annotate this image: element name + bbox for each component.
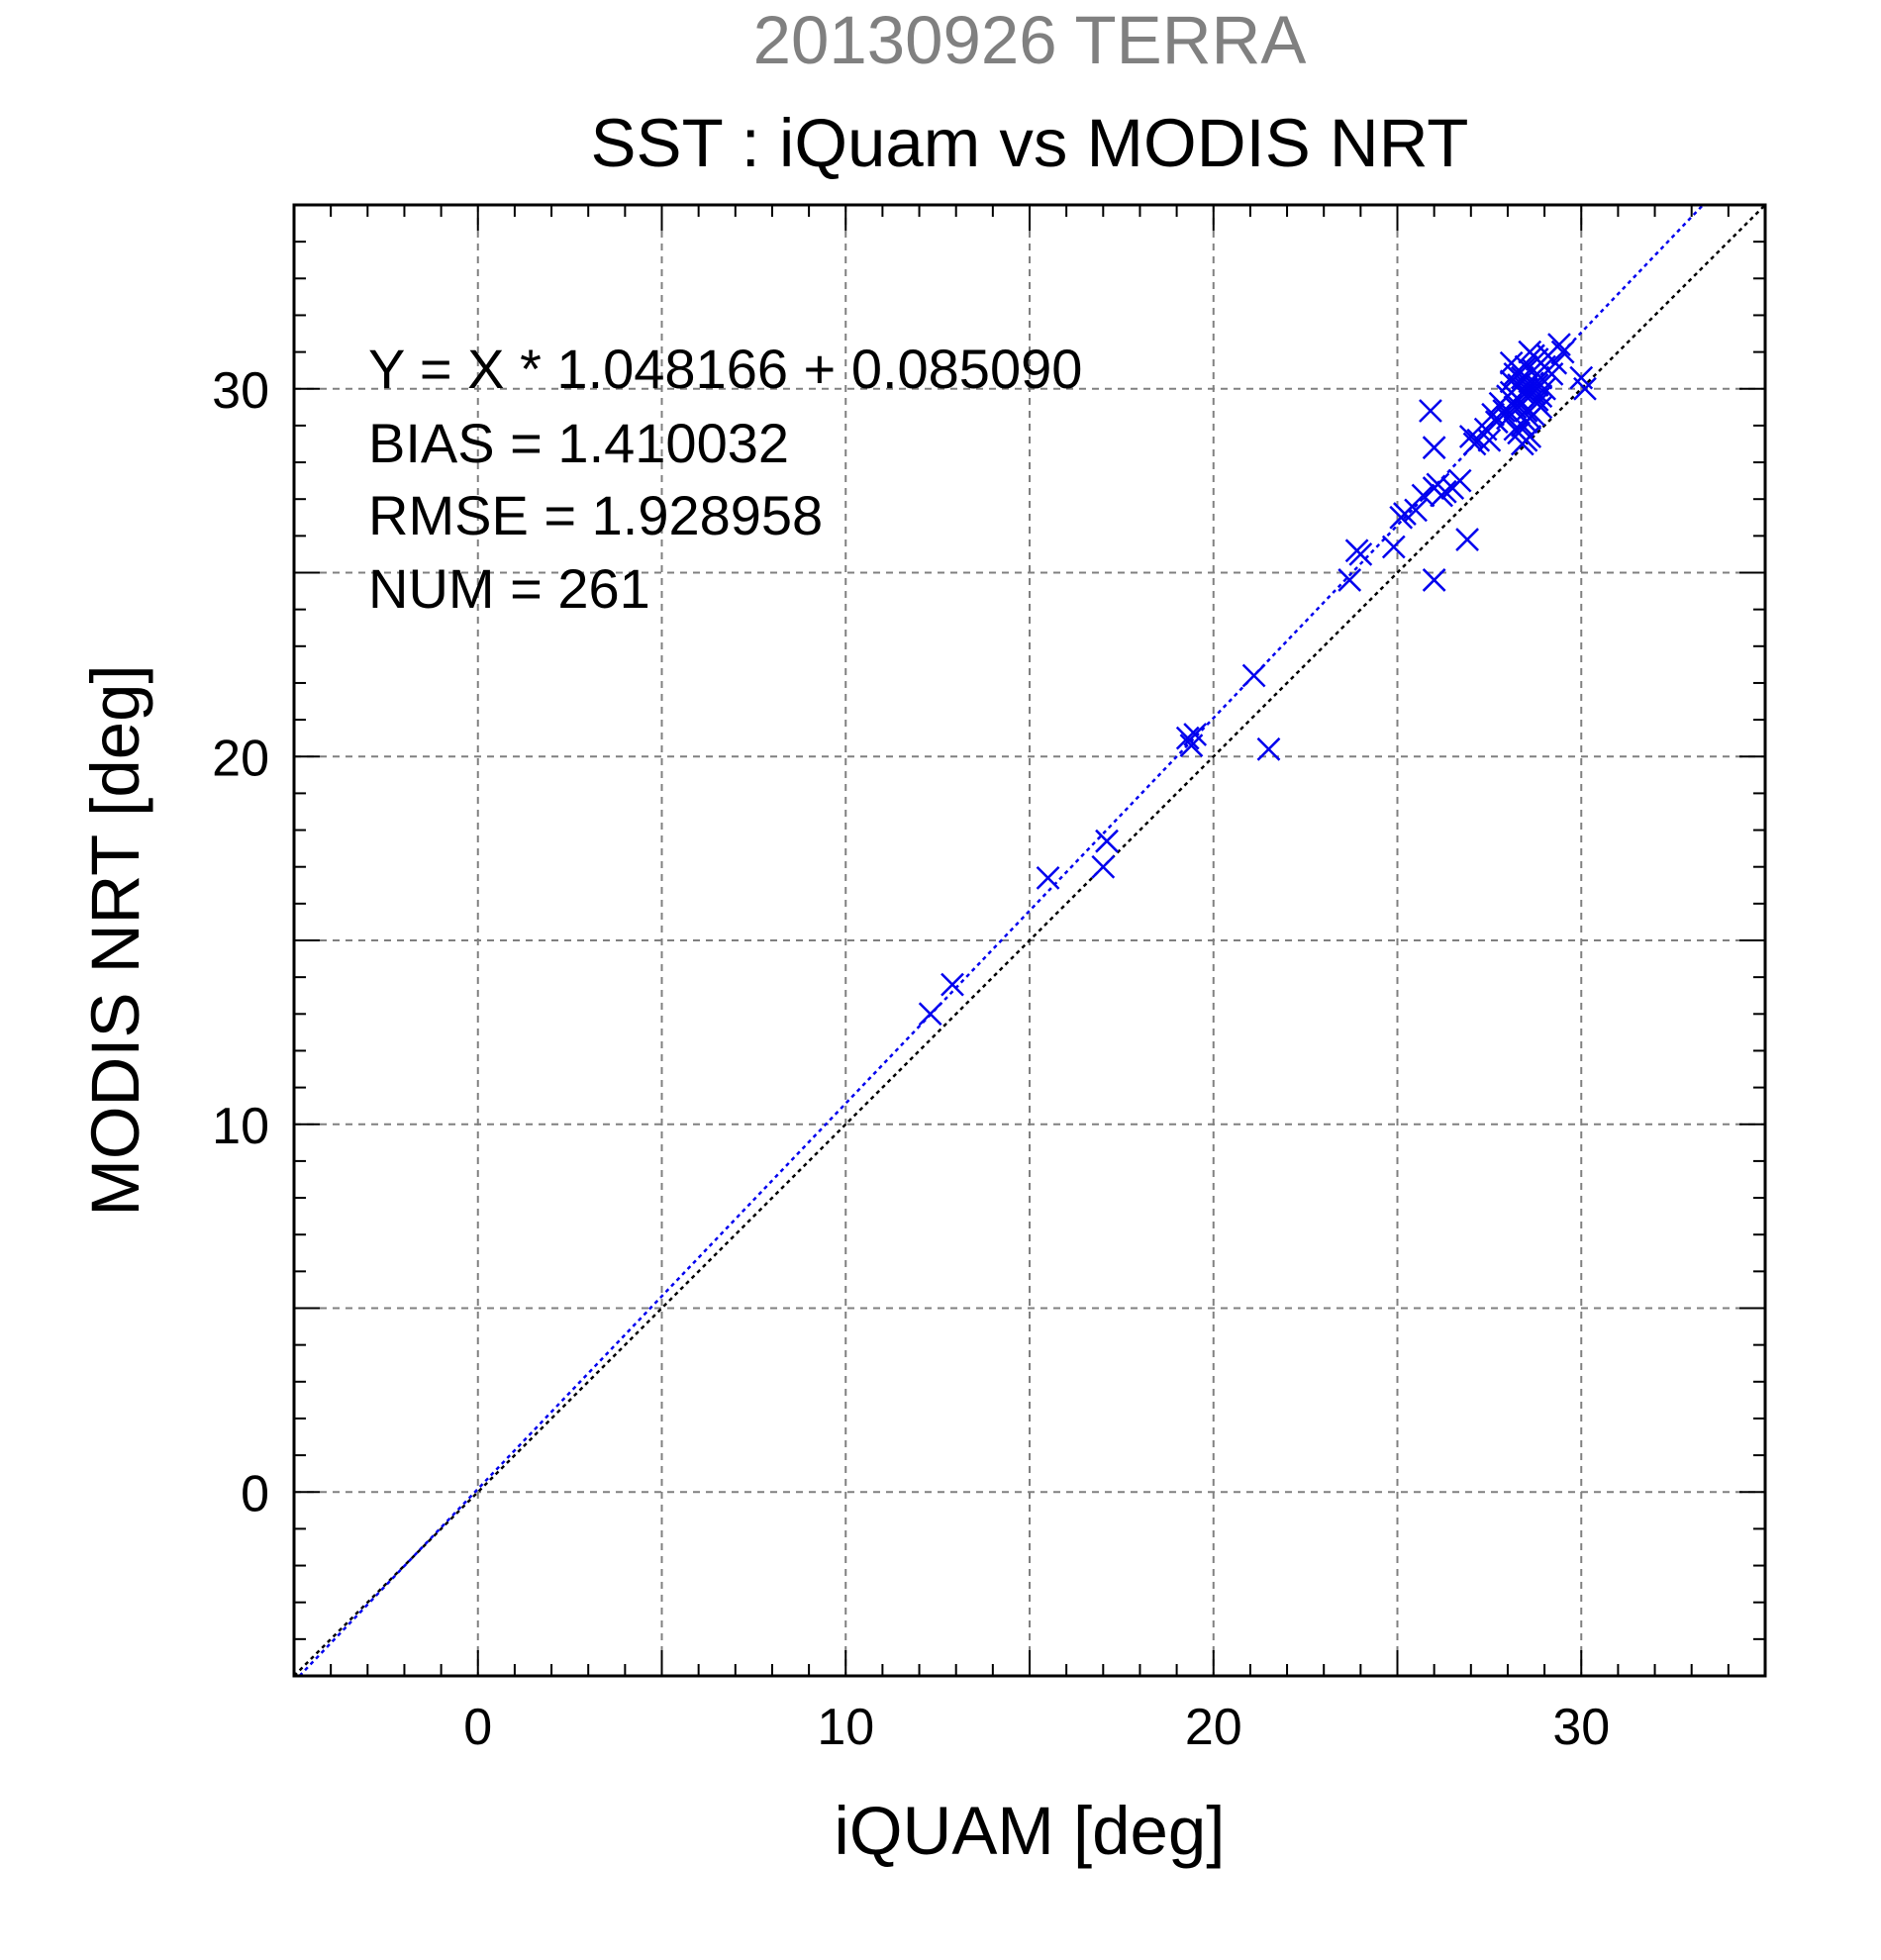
stat-num: NUM = 261	[368, 557, 650, 620]
data-point	[1348, 542, 1373, 566]
data-point	[940, 972, 964, 997]
chart-supertitle: 20130926 TERRA	[753, 2, 1307, 78]
data-point	[1466, 428, 1491, 452]
data-point	[1404, 498, 1428, 523]
x-tick-label: 30	[1552, 1699, 1610, 1756]
data-point	[1447, 468, 1472, 493]
data-point	[1550, 340, 1575, 364]
plot-frame	[292, 203, 1767, 1678]
data-point	[1256, 736, 1281, 761]
data-point	[1183, 723, 1208, 746]
data-point	[1458, 425, 1483, 448]
data-point	[1422, 436, 1446, 460]
data-point	[1514, 428, 1538, 452]
y-tick-label: 30	[212, 362, 269, 420]
data-point	[1533, 376, 1556, 401]
data-point	[1419, 399, 1442, 423]
data-point	[1036, 865, 1060, 890]
identity-line	[294, 205, 1765, 1676]
data-point	[1241, 663, 1266, 688]
data-point	[1547, 333, 1571, 357]
data-point	[918, 1002, 942, 1027]
y-tick-label: 0	[241, 1465, 269, 1522]
data-point	[1543, 350, 1568, 375]
data-point	[1529, 395, 1553, 420]
chart-title: SST : iQuam vs MODIS NRT	[591, 105, 1469, 181]
major-ticks	[294, 205, 1765, 1676]
y-tick-label: 20	[212, 730, 269, 787]
stat-regression: Y = X * 1.048166 + 0.085090	[368, 338, 1082, 400]
data-point	[1573, 376, 1597, 401]
x-tick-label: 20	[1185, 1699, 1242, 1756]
data-point	[1381, 535, 1406, 559]
x-tick-label: 10	[817, 1699, 874, 1756]
data-point	[1091, 854, 1116, 879]
data-point	[1455, 528, 1479, 551]
stat-bias: BIAS = 1.410032	[368, 412, 789, 474]
data-point	[1433, 479, 1457, 504]
data-point	[1518, 340, 1542, 364]
data-points	[918, 333, 1597, 1027]
regression-line	[297, 205, 1705, 1676]
data-point	[1514, 354, 1538, 379]
data-point	[1499, 350, 1524, 375]
x-axis-label: iQUAM [deg]	[835, 1793, 1226, 1869]
data-point	[1477, 428, 1502, 452]
data-point	[1510, 380, 1534, 405]
tick-labels: 0 10 20 30 0 10 20 30	[212, 362, 1610, 1756]
y-tick-label: 10	[212, 1098, 269, 1155]
data-point	[1422, 568, 1446, 592]
data-point	[1411, 483, 1436, 508]
stat-rmse: RMSE = 1.928958	[368, 484, 823, 546]
data-point	[1337, 568, 1362, 592]
reference-lines	[294, 205, 1765, 1676]
data-point	[1525, 388, 1549, 412]
minor-ticks	[294, 205, 1765, 1676]
y-axis-label: MODIS NRT [deg]	[77, 664, 153, 1216]
data-point	[1095, 829, 1119, 853]
x-tick-label: 0	[463, 1699, 492, 1756]
data-point	[1175, 726, 1200, 750]
